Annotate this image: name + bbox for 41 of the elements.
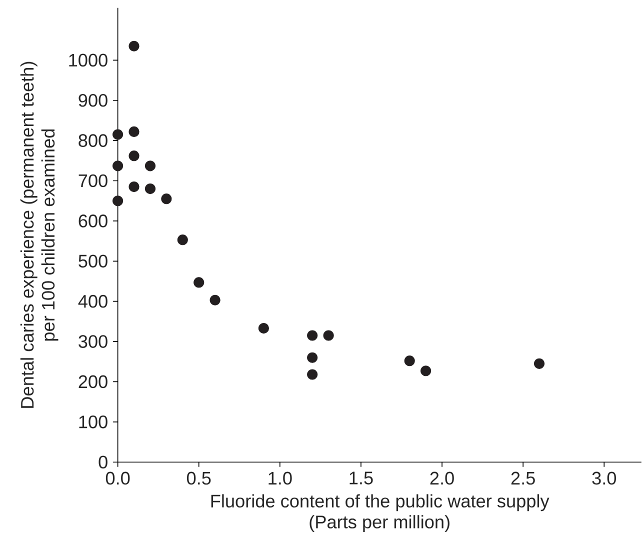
y-tick-label: 400 [78, 294, 108, 308]
point [177, 234, 188, 246]
y-tick-label: 500 [78, 254, 108, 268]
x-axis-title: Fluoride content of the public water supply (Parts per million) [211, 494, 550, 532]
point [307, 330, 318, 341]
point [128, 181, 140, 192]
point [210, 294, 220, 306]
x-tick-label: 0.0 [106, 472, 130, 485]
point [307, 369, 318, 380]
point [144, 160, 156, 172]
x-tick-label: 0.5 [186, 472, 211, 485]
point [307, 352, 318, 363]
point [144, 183, 156, 194]
y-tick-label: 300 [78, 335, 108, 348]
point [161, 193, 172, 204]
x-tick-label: 3.0 [592, 472, 616, 485]
y-axis-title: Dental caries experience (permanent teeth) per 100 children examined [20, 62, 58, 408]
point [534, 358, 545, 369]
point [323, 330, 334, 341]
x-tick-label: 1.0 [268, 472, 292, 485]
point [112, 195, 124, 206]
point [420, 365, 432, 376]
y-tick-label: 700 [78, 174, 108, 188]
y-tick-label: 800 [78, 134, 108, 147]
x-tick-label: 2.5 [511, 472, 535, 485]
y-tick-label: 900 [78, 94, 108, 107]
point [258, 322, 270, 334]
point [112, 129, 124, 140]
point [128, 150, 140, 162]
y-tick-label: 0 [98, 456, 108, 468]
point [194, 277, 204, 288]
y-tick-label: 200 [78, 375, 108, 388]
point [128, 40, 140, 52]
y-tick-label: 1000 [69, 54, 108, 66]
x-tick-label: 2.0 [430, 472, 454, 485]
point [112, 160, 124, 172]
y-tick-label: 600 [78, 214, 108, 228]
y-tick-label: 100 [79, 415, 108, 428]
point [404, 355, 415, 366]
point [128, 126, 140, 137]
x-tick-label: 1.5 [350, 472, 373, 484]
